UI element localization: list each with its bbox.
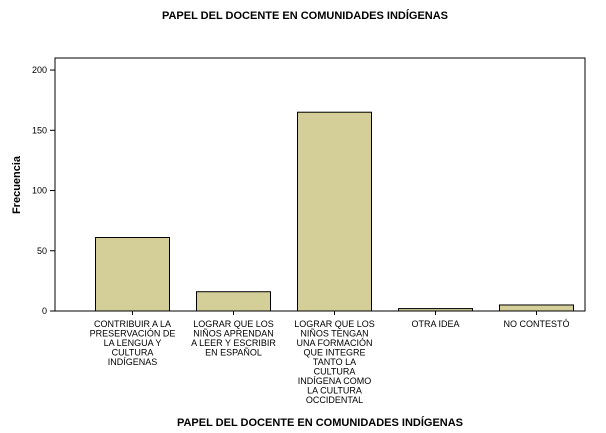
bar	[196, 291, 271, 312]
bar	[95, 237, 170, 312]
x-tick-label: NO CONTESTÓ	[503, 319, 569, 329]
bar	[499, 304, 574, 312]
y-tick-label: 150	[32, 125, 47, 135]
x-tick-label: CONTRIBUIR A LA PRESERVACIÓN DE LA LENGUA …	[90, 319, 176, 367]
x-tick-label: LOGRAR QUE LOS NIÑOS TENGAN UNA FORMACIÓN Q…	[294, 319, 375, 405]
bar	[398, 308, 473, 312]
chart-title: PAPEL DEL DOCENTE EN COMUNIDADES INDÍGEN…	[162, 9, 448, 22]
y-tick-label: 200	[32, 65, 47, 75]
x-axis-label: PAPEL DEL DOCENTE EN COMUNIDADES INDÍGEN…	[177, 416, 463, 429]
x-tick-label: LOGRAR QUE LOS NIÑOS APRENDAN A LEER Y ESC…	[191, 319, 276, 358]
y-tick-label: 0	[42, 306, 47, 316]
x-tick-label: OTRA IDEA	[411, 319, 459, 329]
bar	[297, 111, 372, 312]
y-axis-label: Frecuencia	[11, 155, 23, 214]
y-tick-label: 50	[37, 246, 47, 256]
y-tick-label: 100	[32, 186, 47, 196]
